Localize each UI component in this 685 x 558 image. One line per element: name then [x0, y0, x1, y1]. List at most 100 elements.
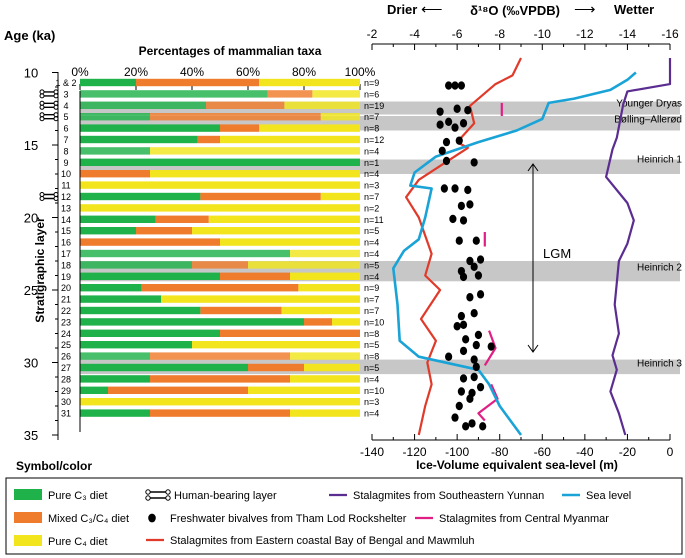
series-line-central-myanmar-2 — [483, 330, 497, 366]
sea-level-tick-1: -120 — [403, 445, 427, 459]
bivalve-point-0 — [445, 81, 453, 90]
bar-c4-layer-8 — [150, 147, 360, 155]
lgm-arrow-top — [527, 163, 539, 172]
bone-end — [39, 100, 45, 106]
human-bearing-icon — [39, 192, 59, 201]
n-label-18: n=5 — [364, 260, 379, 270]
bar-mixed-layer-16 — [80, 238, 220, 246]
bivalve-point-44 — [459, 374, 468, 383]
drier-arrow: ⟵ — [421, 1, 443, 18]
bar-mixed-layer-3 — [267, 90, 313, 98]
sea-level-tick-0: -140 — [360, 445, 384, 459]
bar-c4-layer-30 — [80, 398, 360, 406]
bivalve-point-36 — [462, 335, 470, 344]
bar-mixed-layer-31 — [150, 409, 290, 417]
bar-mixed-layer-5 — [150, 113, 321, 121]
bone-end — [165, 489, 171, 495]
series-line-0 — [604, 58, 672, 436]
series-line-3 — [391, 71, 637, 436]
bar-c3-layer-21 — [80, 295, 162, 303]
percent-tick-2: 40% — [180, 65, 204, 79]
bar-mixed-layer-22 — [200, 306, 282, 315]
bivalve-point-18 — [457, 201, 465, 211]
percent-tick-1: 20% — [124, 65, 148, 79]
percent-tick-labels: 0% 20% 40% 60% 80% 100% — [71, 65, 376, 90]
n-label-4: n=19 — [364, 101, 384, 111]
d18o-tick-6: -14 — [619, 27, 637, 41]
layer-label-28: 28 — [61, 374, 71, 384]
bivalve-point-48 — [476, 382, 485, 392]
bar-c4-layer-26 — [290, 352, 360, 360]
age-tick-1: 15 — [24, 138, 38, 153]
bar-c4-layer-4 — [284, 101, 360, 109]
layer-label-31: 31 — [61, 409, 71, 419]
series-line-central-myanmar-3 — [477, 383, 499, 422]
bar-mixed-layer-1 & 2 — [136, 78, 260, 87]
bar-mixed-layer-24 — [220, 329, 360, 337]
legend-box — [5, 477, 683, 555]
bar-mixed-layer-23 — [304, 318, 332, 326]
bivalve-point-14 — [470, 158, 478, 167]
bivalve-point-23 — [472, 236, 480, 245]
n-label-6: n=8 — [364, 124, 379, 134]
bone-end — [39, 116, 45, 122]
layer-label-26: 26 — [61, 352, 71, 362]
bar-mixed-layer-4 — [206, 101, 285, 109]
bar-c4-layer-28 — [290, 375, 360, 383]
sea-level-tick-6: -20 — [619, 445, 637, 459]
age-tick-4: 30 — [24, 356, 38, 371]
bivalve-point-27 — [476, 255, 485, 264]
layer-label-19: 19 — [61, 272, 71, 282]
bivalve-point-8 — [451, 123, 459, 132]
legend-swatch-2 — [14, 535, 42, 546]
sea-level-axis-title: Ice-Volume equivalent sea-level (m) — [416, 458, 618, 472]
lgm-label: LGM — [543, 246, 571, 261]
percent-tick-4: 80% — [292, 65, 316, 79]
n-label-23: n=10 — [364, 317, 384, 327]
bar-mixed-layer-28 — [150, 375, 290, 383]
bone-end — [53, 104, 59, 110]
layer-label-1 & 2: 1 & 2 — [55, 78, 76, 88]
bivalve-point-52 — [462, 422, 470, 431]
age-tick-3: 25 — [24, 283, 38, 298]
bar-c3-layer-25 — [80, 341, 192, 349]
bar-c4-layer-5 — [320, 113, 360, 121]
age-tick-labels: 10 15 20 25 30 35 — [24, 66, 58, 443]
bone-shaft — [148, 491, 168, 499]
layer-label-12: 12 — [61, 192, 71, 202]
n-label-22: n=7 — [364, 306, 379, 316]
bivalve-point-6 — [436, 120, 444, 129]
d18o-tick-1: -4 — [409, 27, 420, 41]
bivalve-point-45 — [470, 372, 478, 382]
layer-label-16: 16 — [61, 238, 71, 248]
bone-end — [39, 104, 45, 110]
legend-label-2: Pure C₄ diet — [48, 536, 108, 548]
d18o-tick-3: -8 — [494, 27, 505, 41]
legend-label-7: Stalagmites from Central Myanmar — [439, 513, 609, 525]
legend-label-0: Pure C₃ diet — [48, 490, 108, 502]
layer-label-27: 27 — [61, 363, 71, 373]
n-label-9: n=1 — [364, 158, 379, 168]
layer-label-10: 10 — [61, 169, 71, 179]
bar-c3-layer-15 — [80, 227, 136, 235]
legend-label-5: Stalagmites from Eastern coastal Bay of … — [170, 535, 474, 547]
bivalve-point-49 — [455, 401, 463, 411]
bar-c4-layer-31 — [290, 409, 360, 417]
layer-label-4: 4 — [63, 101, 68, 111]
bone-end — [165, 495, 171, 501]
bar-c3-layer-20 — [80, 284, 142, 292]
bone-end — [145, 495, 151, 501]
bar-c3-layer-7 — [80, 135, 198, 144]
bone-end — [53, 112, 59, 118]
bivalve-point-5 — [464, 106, 472, 115]
bivalve-point-31 — [476, 290, 485, 299]
sea-level-tick-7: 0 — [667, 445, 674, 459]
bar-c4-layer-14 — [208, 215, 360, 223]
n-label-28: n=4 — [364, 374, 379, 384]
bivalve-point-40 — [445, 352, 453, 361]
proxy-lines — [391, 57, 672, 436]
percent-tick-0: 0% — [71, 65, 89, 79]
bivalve-point-28 — [459, 272, 468, 282]
bivalve-point-24 — [466, 256, 474, 266]
